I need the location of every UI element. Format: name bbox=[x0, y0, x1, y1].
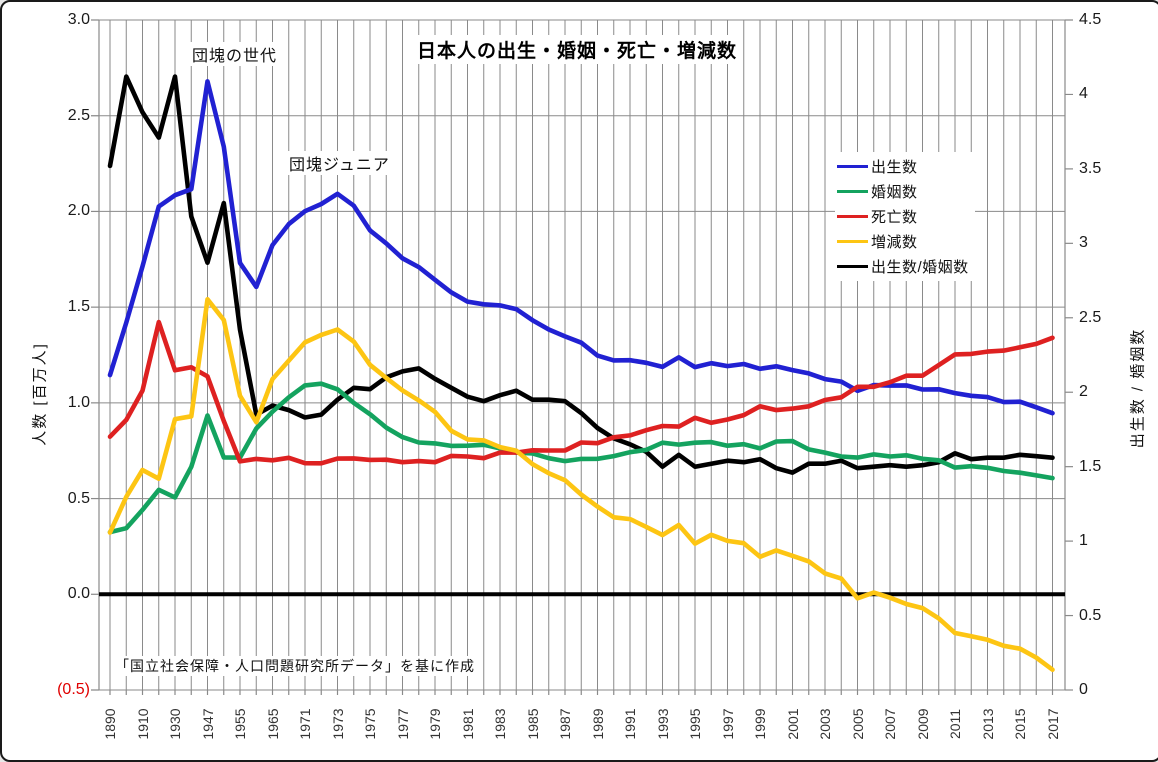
x-axis-tick-label: 1971 bbox=[297, 708, 313, 740]
x-axis-tick-label: 1910 bbox=[135, 708, 151, 740]
x-axis-tick-label: 1975 bbox=[362, 708, 378, 740]
x-axis-tick-label: 1981 bbox=[460, 708, 476, 740]
left-axis-tick-label: 1.5 bbox=[67, 298, 90, 315]
x-axis-tick-label: 2011 bbox=[947, 708, 963, 740]
x-axis-tick-label: 2013 bbox=[980, 708, 996, 740]
chart-title: 日本人の出生・婚姻・死亡・増減数 bbox=[411, 35, 744, 64]
x-axis-tick-label: 1987 bbox=[557, 708, 573, 740]
left-axis-tick-label: 1.0 bbox=[67, 394, 90, 411]
x-axis-tick-label: 1993 bbox=[655, 708, 671, 740]
x-axis-tick-label: 1930 bbox=[167, 708, 183, 740]
annotation-baby-boom: 団塊の世代 bbox=[188, 42, 282, 66]
x-axis-tick-label: 1999 bbox=[752, 708, 768, 740]
x-axis-tick-label: 1985 bbox=[525, 708, 541, 740]
x-axis-tick-label: 1890 bbox=[102, 708, 118, 740]
series-line-births bbox=[107, 79, 1055, 416]
left-axis-tick-label: 0.5 bbox=[67, 490, 90, 507]
x-axis-tick-label: 1989 bbox=[590, 708, 606, 740]
right-axis-tick-label: 3 bbox=[1079, 234, 1088, 251]
legend-label: 出生数/婚姻数 bbox=[871, 259, 969, 276]
x-axis-tick-label: 1965 bbox=[265, 708, 281, 740]
right-axis-title: 出生数 / 婚姻数 bbox=[1129, 327, 1147, 449]
x-axis-tick-label: 2001 bbox=[785, 708, 801, 740]
series-line-marriages bbox=[107, 381, 1055, 535]
right-axis-tick-label: 2.5 bbox=[1079, 309, 1102, 326]
source-note: 「国立社会保障・人口問題研究所データ」を基に作成 bbox=[112, 656, 478, 676]
x-axis-tick-label: 1997 bbox=[720, 708, 736, 740]
x-axis-tick-label: 1977 bbox=[395, 708, 411, 740]
x-axis-tick-label: 2017 bbox=[1045, 708, 1061, 740]
x-axis-tick-label: 1983 bbox=[492, 708, 508, 740]
x-axis-tick-label: 2015 bbox=[1012, 708, 1028, 740]
left-axis-tick-label: 3.0 bbox=[67, 11, 90, 28]
series-line-net-change bbox=[107, 296, 1055, 673]
right-axis-tick-label: 4 bbox=[1079, 85, 1088, 102]
left-axis-tick-label: 2.5 bbox=[67, 107, 90, 124]
x-axis-tick-label: 1973 bbox=[330, 708, 346, 740]
right-axis-tick-label: 0 bbox=[1079, 681, 1088, 698]
right-axis-tick-label: 1.5 bbox=[1079, 458, 1102, 475]
x-axis-tick-label: 2003 bbox=[817, 708, 833, 740]
legend-item: 出生数 bbox=[837, 154, 969, 179]
left-axis-tick-label: 2.0 bbox=[67, 202, 90, 219]
legend-swatch bbox=[837, 165, 868, 168]
right-axis-tick-label: 1 bbox=[1079, 532, 1088, 549]
legend-label: 婚姻数 bbox=[871, 184, 918, 201]
x-axis-tick-label: 1947 bbox=[200, 708, 216, 740]
annotation-baby-boom-junior: 団塊ジュニア bbox=[285, 151, 394, 175]
legend-item: 出生数/婚姻数 bbox=[837, 254, 969, 279]
legend-item: 死亡数 bbox=[837, 204, 969, 229]
legend-item: 増減数 bbox=[837, 229, 969, 254]
legend-swatch bbox=[837, 190, 868, 193]
legend-label: 死亡数 bbox=[871, 209, 918, 226]
x-axis-tick-label: 2007 bbox=[882, 708, 898, 740]
legend: 出生数婚姻数死亡数増減数出生数/婚姻数 bbox=[835, 152, 975, 281]
x-axis-tick-label: 1955 bbox=[232, 708, 248, 740]
x-axis-tick-label: 1979 bbox=[427, 708, 443, 740]
legend-item: 婚姻数 bbox=[837, 179, 969, 204]
left-axis-tick-label: (0.5) bbox=[57, 681, 90, 698]
legend-swatch bbox=[837, 240, 868, 243]
series-line-births-per-marriage bbox=[107, 74, 1055, 475]
legend-swatch bbox=[837, 215, 868, 218]
legend-label: 増減数 bbox=[871, 234, 918, 251]
legend-swatch bbox=[837, 265, 868, 268]
x-axis-tick-label: 1995 bbox=[687, 708, 703, 740]
x-axis-tick-label: 1991 bbox=[622, 708, 638, 740]
legend-label: 出生数 bbox=[871, 159, 918, 176]
right-axis-tick-label: 3.5 bbox=[1079, 160, 1102, 177]
series-line-deaths bbox=[107, 319, 1055, 466]
right-axis-tick-label: 0.5 bbox=[1079, 607, 1102, 624]
left-axis-tick-label: 0.0 bbox=[67, 585, 90, 602]
right-axis-tick-label: 4.5 bbox=[1079, 11, 1102, 28]
x-axis-tick-label: 2009 bbox=[915, 708, 931, 740]
right-axis-tick-label: 2 bbox=[1079, 383, 1088, 400]
x-axis-tick-label: 2005 bbox=[850, 708, 866, 740]
